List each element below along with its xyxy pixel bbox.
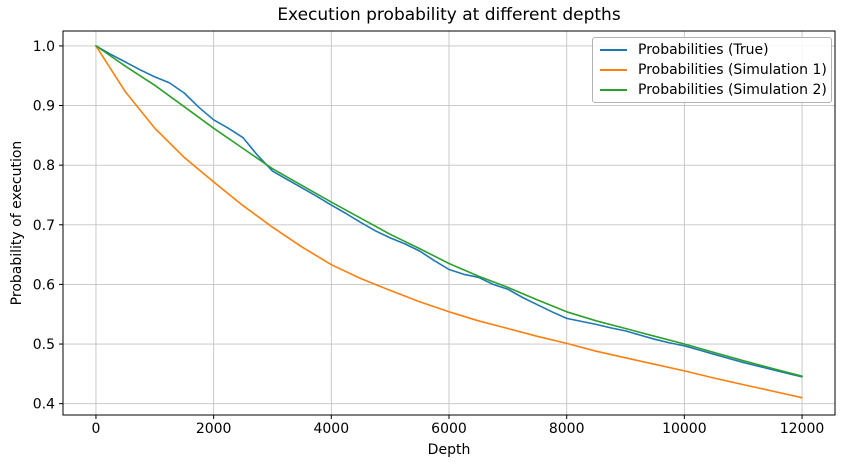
y-tick-label: 0.8 <box>33 158 55 174</box>
x-tick-label: 0 <box>91 421 100 437</box>
y-tick-label: 0.6 <box>33 277 55 293</box>
legend-label-simulation-1: Probabilities (Simulation 1) <box>638 62 827 78</box>
series-line-0 <box>95 45 803 378</box>
series-line-1 <box>95 45 803 399</box>
series-line-2 <box>95 45 803 378</box>
legend-item-true: Probabilities (True) <box>593 40 831 60</box>
y-axis-label: Probability of execution <box>9 140 25 306</box>
x-tick-label: 12000 <box>780 421 825 437</box>
y-tick-label: 0.9 <box>33 99 55 115</box>
legend-item-simulation-2: Probabilities (Simulation 2) <box>593 80 831 100</box>
x-tick-label: 6000 <box>431 421 467 437</box>
legend-line-sample-simulation-2 <box>600 89 627 91</box>
y-tick-label: 0.7 <box>33 218 55 234</box>
y-tick-label: 0.4 <box>33 397 55 413</box>
x-tick-label: 10000 <box>662 421 707 437</box>
x-axis-label: Depth <box>427 442 471 458</box>
legend: Probabilities (True) Probabilities (Simu… <box>592 37 832 103</box>
x-tick-label: 2000 <box>196 421 232 437</box>
y-tick-label: 0.5 <box>33 337 55 353</box>
legend-line-sample-simulation-1 <box>600 69 627 71</box>
y-tick-label: 1.0 <box>33 39 55 55</box>
x-tick-label: 4000 <box>313 421 349 437</box>
x-tick-label: 8000 <box>549 421 585 437</box>
legend-label-true: Probabilities (True) <box>638 42 769 58</box>
legend-line-sample-true <box>600 49 627 51</box>
legend-item-simulation-1: Probabilities (Simulation 1) <box>593 60 831 80</box>
legend-label-simulation-2: Probabilities (Simulation 2) <box>638 82 827 98</box>
chart-title: Execution probability at different depth… <box>277 5 621 25</box>
